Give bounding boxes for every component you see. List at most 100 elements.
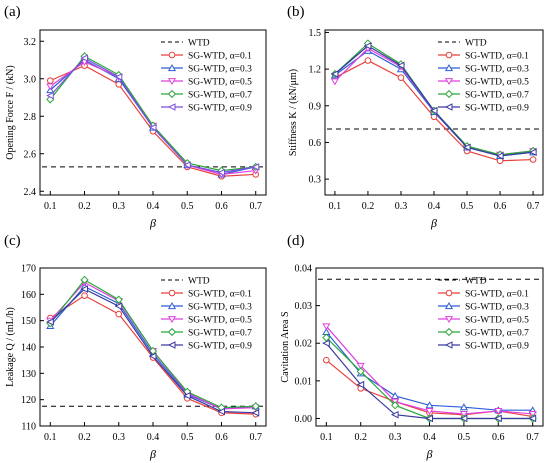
data-point: [528, 148, 537, 157]
data-point: [46, 83, 55, 91]
data-point: [80, 275, 89, 284]
legend-label: SG-WTD, α=0.7: [188, 329, 252, 339]
legend-label: SG-WTD, α=0.7: [188, 91, 252, 101]
data-point: [494, 408, 503, 415]
legend-label: SG-WTD, α=0.9: [465, 342, 529, 352]
legend-label: SG-WTD, α=0.3: [465, 65, 529, 75]
y-tick-label: 110: [21, 422, 36, 433]
data-point: [425, 401, 434, 409]
data-point: [356, 362, 365, 370]
series-3: [322, 323, 537, 418]
data-point: [364, 57, 372, 64]
data-point: [425, 414, 433, 423]
legend-label: SG-WTD, α=0.9: [188, 342, 252, 352]
y-tick-label: 150: [21, 316, 36, 327]
data-point: [46, 77, 54, 84]
chart-panel-2: (b) 0.1 0.2 0.3 0.4 0.5 0.6 0.7 0.3 0.6 0.9 1.2 1.5 β…: [287, 4, 544, 230]
data-point: [115, 310, 123, 318]
legend-marker: [444, 103, 453, 111]
data-point: [46, 91, 54, 100]
series-line: [325, 325, 533, 415]
x-axis-label: β: [149, 216, 156, 230]
legend-label: SG-WTD, α=0.1: [188, 52, 252, 62]
legend-label: SG-WTD, α=0.5: [465, 316, 529, 326]
x-tick-label: 0.3: [113, 201, 126, 212]
data-point: [391, 391, 400, 400]
x-tick-label: 0.3: [389, 432, 402, 443]
legend-marker: [444, 316, 454, 323]
data-point: [251, 163, 260, 171]
legend: WTD SG-WTD, α=0.1 SG-WTD, α=0.3 SG-WTD, α=0…: [161, 277, 252, 352]
legend-marker: [445, 51, 453, 59]
data-point: [322, 323, 331, 331]
y-tick-label: 0.01: [295, 376, 313, 387]
y-tick-label: 0.3: [309, 175, 322, 186]
x-tick-label: 0.1: [44, 432, 57, 443]
legend-marker: [444, 301, 454, 310]
x-tick-label: 0.3: [113, 432, 126, 443]
data-point: [80, 54, 89, 62]
x-tick-label: 0.1: [44, 201, 57, 212]
legend-wtd-label: WTD: [188, 277, 210, 287]
legend-wtd-label: WTD: [188, 39, 210, 49]
plot-area: [42, 52, 264, 180]
y-tick-label: 1.2: [309, 65, 322, 76]
x-tick-label: 0.7: [249, 201, 262, 212]
y-tick-label: 3.2: [24, 37, 37, 48]
data-point: [390, 401, 400, 410]
plot-area: [327, 39, 541, 165]
x-tick-label: 0.1: [329, 201, 342, 212]
y-axis-label: Leakage Q / (mL/h): [5, 307, 16, 387]
data-point: [459, 414, 468, 423]
y-tick-label: 120: [21, 395, 36, 406]
legend-label: SG-WTD, α=0.5: [188, 78, 252, 88]
chart-panel-1: (a) 0.1 0.2 0.3 0.4 0.5 0.6 0.7 2.4 2.6 2.8 3.0 3.2 β…: [4, 4, 267, 230]
legend-marker: [167, 327, 177, 337]
x-tick-label: 0.4: [147, 432, 160, 443]
legend-label: SG-WTD, α=0.3: [188, 303, 252, 313]
data-point: [390, 410, 399, 419]
series-5: [46, 285, 260, 417]
data-point: [363, 42, 372, 50]
legend-label: SG-WTD, α=0.1: [465, 290, 529, 300]
data-point: [322, 339, 330, 348]
y-tick-label: 0.00: [295, 414, 313, 425]
legend-label: SG-WTD, α=0.3: [188, 65, 252, 75]
legend: WTD SG-WTD, α=0.1 SG-WTD, α=0.3 SG-WTD, α=0…: [438, 39, 529, 114]
legend-wtd-label: WTD: [465, 39, 487, 49]
series-2: [46, 55, 260, 178]
data-point: [251, 402, 260, 411]
data-point: [425, 408, 434, 415]
x-axis-label: β: [426, 447, 433, 461]
series-5: [330, 42, 537, 160]
legend-marker: [167, 78, 177, 85]
legend-label: SG-WTD, α=0.7: [465, 91, 529, 101]
x-axis-label: β: [430, 216, 437, 230]
x-tick-label: 0.5: [181, 432, 194, 443]
y-tick-label: 160: [21, 290, 36, 301]
x-tick-label: 0.2: [78, 432, 91, 443]
y-tick-label: 0.03: [295, 301, 313, 312]
legend-marker: [167, 63, 177, 72]
y-tick-label: 170: [21, 264, 36, 275]
data-point: [494, 414, 502, 423]
x-tick-label: 0.6: [492, 432, 505, 443]
data-point: [356, 367, 365, 376]
chart-panel-3: (c) 0.1 0.2 0.3 0.4 0.5 0.6 0.7 110 120 130 140 150 1…: [4, 233, 267, 461]
legend-label: SG-WTD, α=0.5: [465, 78, 529, 88]
data-point: [217, 407, 225, 416]
chart-panel-4: (d) 0.1 0.2 0.3 0.4 0.5 0.6 0.7 0.00 0.01 0.02 0.03…: [280, 233, 544, 461]
legend-marker: [444, 327, 454, 337]
y-tick-label: 140: [21, 343, 36, 354]
legend-marker: [445, 289, 453, 297]
x-tick-label: 0.7: [526, 432, 539, 443]
plot-area: [42, 275, 264, 418]
data-point: [81, 292, 88, 299]
data-point: [528, 411, 537, 418]
legend-marker: [444, 341, 453, 349]
data-point: [183, 391, 191, 400]
data-point: [322, 333, 331, 342]
series-5: [322, 339, 537, 423]
legend-marker: [168, 51, 176, 59]
